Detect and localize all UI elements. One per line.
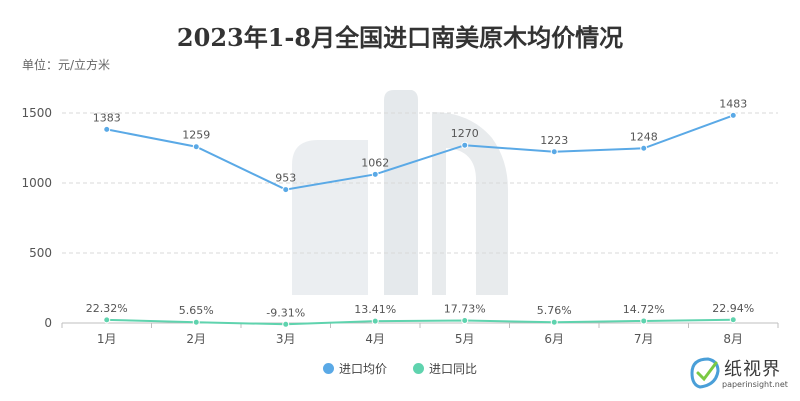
data-label: 1062 <box>361 156 389 169</box>
x-tick-label: 4月 <box>365 332 385 346</box>
data-label: 1223 <box>540 134 568 147</box>
brand-watermark: 纸视界 paperinsight.net <box>686 353 788 393</box>
data-point[interactable] <box>371 317 379 325</box>
data-label: 1483 <box>719 97 747 110</box>
data-label: 1270 <box>451 127 479 140</box>
series-layer: 1383 1259 953 1062 1270 1223 1248 1483 22.32% 5.6… <box>86 97 754 328</box>
data-label: 1259 <box>182 129 210 142</box>
x-tick-label: 2月 <box>186 332 206 346</box>
data-label: 1383 <box>93 111 121 124</box>
data-point[interactable] <box>192 318 200 326</box>
x-tick-label: 6月 <box>544 332 564 346</box>
background-watermark-logo <box>292 90 508 295</box>
data-point[interactable] <box>550 318 558 326</box>
legend-item-price[interactable]: 进口均价 <box>322 360 387 377</box>
data-point[interactable] <box>729 316 737 324</box>
data-label: 5.76% <box>537 304 572 317</box>
data-label: 22.32% <box>86 302 128 315</box>
brand-name: 纸视界 <box>724 359 781 380</box>
data-label: 1248 <box>630 130 658 143</box>
data-point[interactable] <box>640 317 648 325</box>
legend-label-price: 进口均价 <box>338 362 387 376</box>
legend-marker-price <box>322 363 334 374</box>
data-label: 5.65% <box>179 304 214 317</box>
axes: 0 500 1000 1500 1月 2月 3月 4月 5月 6月 7月 8月 <box>21 106 779 346</box>
y-tick-label: 0 <box>44 316 52 330</box>
x-tick-label: 7月 <box>634 332 654 346</box>
x-tick-label: 8月 <box>723 332 743 346</box>
legend: 进口均价 进口同比 <box>0 360 800 377</box>
data-label: 17.73% <box>444 303 486 316</box>
data-point[interactable] <box>282 186 290 194</box>
data-point[interactable] <box>461 141 469 149</box>
x-tick-label: 3月 <box>276 332 296 346</box>
legend-marker-yoy <box>413 363 424 374</box>
data-label: -9.31% <box>266 306 305 319</box>
leaf-check-icon <box>690 357 720 389</box>
data-point[interactable] <box>729 111 737 119</box>
data-point[interactable] <box>371 170 379 178</box>
y-tick-label: 1500 <box>21 106 52 120</box>
legend-label-yoy: 进口同比 <box>429 362 478 376</box>
unit-label: 单位：元/立方米 <box>22 58 111 72</box>
grid-lines <box>62 112 778 254</box>
series-0: 1383 1259 953 1062 1270 1223 1248 1483 <box>93 97 747 194</box>
data-point[interactable] <box>282 320 290 328</box>
x-tick-label: 5月 <box>455 332 475 346</box>
y-tick-label: 500 <box>29 246 52 260</box>
data-point[interactable] <box>192 143 200 151</box>
brand-url: paperinsight.net <box>722 380 788 389</box>
data-label: 953 <box>275 172 296 185</box>
data-label: 22.94% <box>712 302 754 315</box>
data-point[interactable] <box>461 317 469 325</box>
y-tick-label: 1000 <box>21 176 52 190</box>
series-line <box>106 318 734 326</box>
data-label: 14.72% <box>623 303 665 316</box>
x-tick-label: 1月 <box>97 332 117 346</box>
data-point[interactable] <box>640 144 648 152</box>
chart-title: 2023年1-8月全国进口南美原木均价情况 <box>176 23 624 52</box>
legend-item-yoy[interactable]: 进口同比 <box>413 360 477 377</box>
series-1: 22.32% 5.65% -9.31% 13.41% 17.73% 5.76% 14.72%… <box>86 302 754 328</box>
data-point[interactable] <box>103 125 111 133</box>
data-point[interactable] <box>550 148 558 156</box>
data-point[interactable] <box>103 316 111 324</box>
data-label: 13.41% <box>354 303 396 316</box>
series-line <box>106 114 734 191</box>
